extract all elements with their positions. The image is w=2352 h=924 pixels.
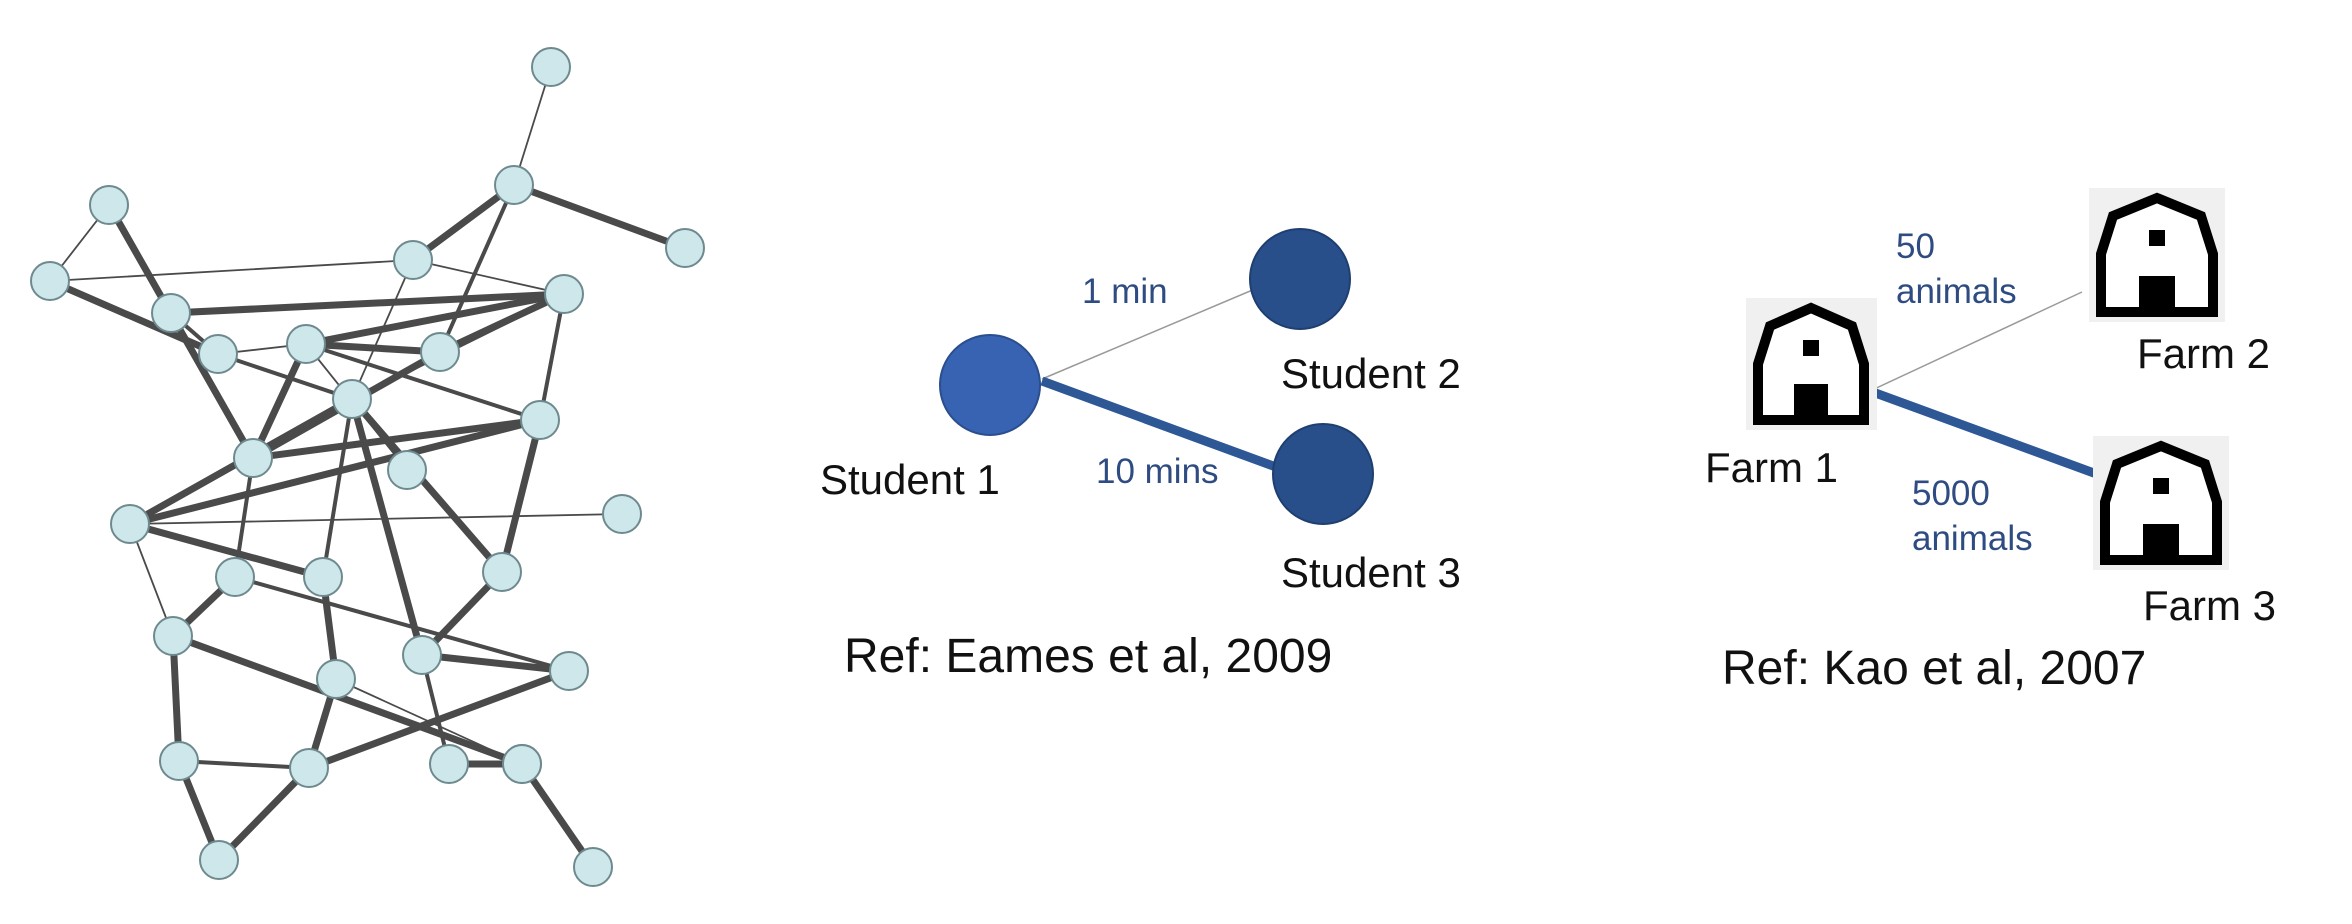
network-edge-n8-n9	[436, 290, 568, 356]
farm-edge-weak	[1869, 291, 2083, 392]
network-node-n27	[159, 741, 199, 781]
network-node-n31	[502, 744, 542, 784]
student-edge-weak-label: 1 min	[1082, 272, 1168, 311]
student-1-label: Student 1	[820, 456, 1000, 503]
student-network: 1 min 10 mins Student 1 Student 2 Studen…	[820, 228, 1461, 683]
network-node-n1	[531, 47, 571, 87]
network-edge-n16-n17	[129, 513, 623, 525]
network-node-n13	[233, 438, 273, 478]
network-node-n10	[198, 334, 238, 374]
network-node-n18	[482, 552, 522, 592]
network-edges	[46, 66, 689, 871]
network-edge-n4-n6	[49, 259, 414, 282]
farm-1-barn-icon	[1746, 298, 1877, 430]
network-edge-n4-n10	[46, 277, 222, 358]
network-edge-n22-n27	[169, 632, 183, 765]
network-edge-n7-n8	[167, 290, 568, 317]
network-node-n7	[151, 293, 191, 333]
network-edge-n2-n6	[409, 181, 518, 264]
farm-1-label: Farm 1	[1705, 444, 1838, 491]
network-nodes	[30, 47, 705, 887]
network-edge-n15-n18	[498, 416, 544, 576]
student-2-node	[1249, 228, 1351, 330]
network-node-n19	[215, 557, 255, 597]
network-edge-n12-n20	[321, 397, 354, 579]
farm-edge-weak-label-line1: 50	[1896, 227, 1935, 266]
network-edge-n6-n8	[412, 259, 565, 295]
farm-2-label: Farm 2	[2137, 330, 2270, 377]
network-node-n4	[30, 261, 70, 301]
network-node-n2	[494, 165, 534, 205]
network-edge-n8-n11	[302, 290, 568, 348]
contact-network	[30, 47, 705, 887]
network-node-n26	[289, 748, 329, 788]
network-edge-n11-n15	[304, 342, 542, 422]
network-node-n25	[429, 744, 469, 784]
network-edge-n26-n29	[215, 764, 313, 864]
student-1-node	[939, 334, 1041, 436]
network-edge-n15-n16	[126, 416, 544, 528]
student-2-label: Student 2	[1281, 350, 1461, 397]
network-node-n5	[665, 228, 705, 268]
farm-reference: Ref: Kao et al, 2007	[1722, 642, 2146, 695]
network-edge-n28-n30	[518, 760, 597, 871]
network-edge-n16-n20	[126, 520, 327, 581]
network-edge-n10-n12	[216, 352, 354, 401]
farm-network: 50 animals 5000 animals Farm 1 Farm 2 Fa…	[1705, 188, 2276, 695]
network-edge-n8-n15	[538, 292, 566, 422]
farm-3-barn-icon	[2093, 436, 2229, 570]
student-3-label: Student 3	[1281, 549, 1461, 596]
student-edge-strong-label: 10 mins	[1096, 452, 1219, 491]
network-edge-n3-n13	[105, 201, 257, 462]
network-edge-n11-n13	[249, 340, 310, 462]
farm-3-label: Farm 3	[2143, 582, 2276, 629]
farm-edge-strong-label-line2: animals	[1912, 519, 2033, 558]
network-edge-n13-n15	[249, 416, 544, 462]
student-edge-weak	[1041, 285, 1263, 380]
network-edge-n9-n11	[302, 340, 444, 356]
student-reference: Ref: Eames et al, 2009	[844, 630, 1332, 683]
network-edge-n2-n9	[438, 183, 516, 354]
network-node-n14	[387, 450, 427, 490]
farm-edge-strong-label-line1: 5000	[1912, 474, 1990, 513]
network-edge-n24-n26	[305, 667, 573, 772]
network-node-n6	[393, 240, 433, 280]
network-edge-n12-n18	[348, 395, 506, 576]
network-node-n24	[549, 651, 589, 691]
network-edge-n26-n27	[177, 759, 311, 770]
network-node-n22	[153, 616, 193, 656]
student-3-node	[1272, 423, 1374, 525]
network-node-n3	[89, 185, 129, 225]
network-edge-n2-n5	[510, 181, 689, 252]
network-node-n11	[286, 324, 326, 364]
network-edge-n22-n28	[169, 632, 526, 768]
network-node-n29	[199, 840, 239, 880]
farm-edge-strong	[1868, 386, 2104, 481]
network-node-n16	[110, 504, 150, 544]
network-edge-n21-n24	[418, 651, 573, 675]
network-node-n17	[602, 494, 642, 534]
network-edge-n1-n2	[513, 66, 552, 186]
farm-edge-weak-label-line2: animals	[1896, 272, 2017, 311]
network-node-n23	[316, 659, 356, 699]
network-node-n15	[520, 400, 560, 440]
network-node-n30	[573, 847, 613, 887]
network-node-n20	[303, 557, 343, 597]
network-edge-n19-n24	[233, 575, 571, 673]
network-node-n9	[420, 332, 460, 372]
farm-2-barn-icon	[2089, 188, 2225, 322]
network-node-n8	[544, 274, 584, 314]
network-node-n12	[332, 379, 372, 419]
network-node-n21	[402, 635, 442, 675]
student-edge-strong	[1040, 376, 1286, 475]
